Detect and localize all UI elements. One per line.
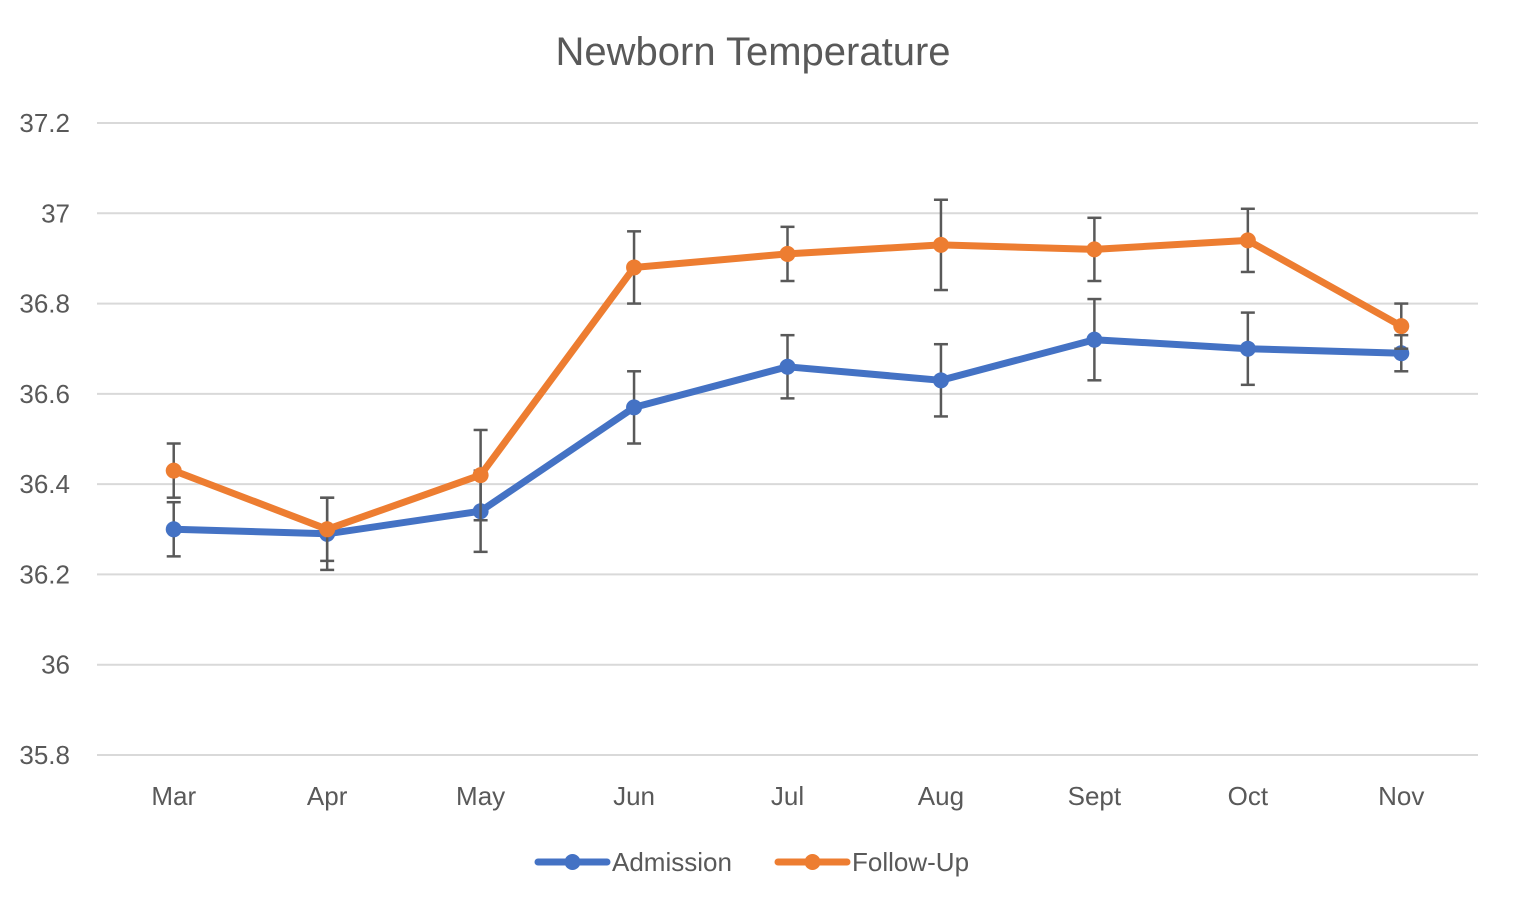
legend: Admission Follow-Up [534, 847, 969, 877]
data-point [779, 358, 796, 375]
x-tick-label: Mar [151, 781, 196, 811]
chart-title: Newborn Temperature [555, 30, 950, 74]
data-point [932, 372, 949, 389]
y-tick-label: 36.6 [19, 379, 70, 409]
legend-label: Follow-Up [852, 847, 969, 877]
y-axis-tick-labels: 35.8 36 36.2 36.4 36.6 36.8 37 37.2 [19, 108, 70, 770]
x-tick-label: May [456, 781, 505, 811]
data-point [1086, 331, 1103, 348]
legend-item: Follow-Up [774, 847, 969, 877]
data-point [1086, 241, 1103, 258]
legend-marker [564, 854, 581, 870]
data-point [626, 399, 643, 416]
y-tick-label: 37 [41, 198, 70, 228]
x-tick-label: Apr [307, 781, 348, 811]
x-tick-label: Sept [1068, 781, 1122, 811]
data-point [165, 521, 182, 538]
y-tick-label: 36.8 [19, 289, 70, 319]
x-tick-label: Nov [1378, 781, 1424, 811]
data-point [779, 245, 796, 262]
x-tick-label: Oct [1228, 781, 1269, 811]
data-point [472, 467, 489, 484]
legend-label: Admission [612, 847, 732, 877]
data-point [1393, 318, 1410, 335]
x-tick-label: Jun [613, 781, 655, 811]
data-point [319, 521, 336, 538]
data-point [626, 259, 643, 276]
x-tick-label: Jul [771, 781, 804, 811]
series-follow-up [165, 198, 1410, 563]
data-point [1239, 232, 1256, 249]
series-admission [165, 297, 1410, 572]
y-tick-label: 36.2 [19, 559, 70, 589]
y-tick-label: 36 [41, 650, 70, 680]
x-axis-tick-labels: Mar Apr May Jun Jul Aug Sept Oct Nov [151, 781, 1424, 811]
y-tick-label: 37.2 [19, 108, 70, 138]
legend-item: Admission [534, 847, 732, 877]
data-point [932, 236, 949, 253]
data-point [1239, 340, 1256, 357]
data-point [165, 462, 182, 479]
y-tick-label: 36.4 [19, 469, 70, 499]
gridlines [97, 122, 1478, 756]
legend-marker [804, 854, 821, 870]
x-tick-label: Aug [918, 781, 964, 811]
series-layer [165, 198, 1410, 572]
y-tick-label: 35.8 [19, 740, 70, 770]
